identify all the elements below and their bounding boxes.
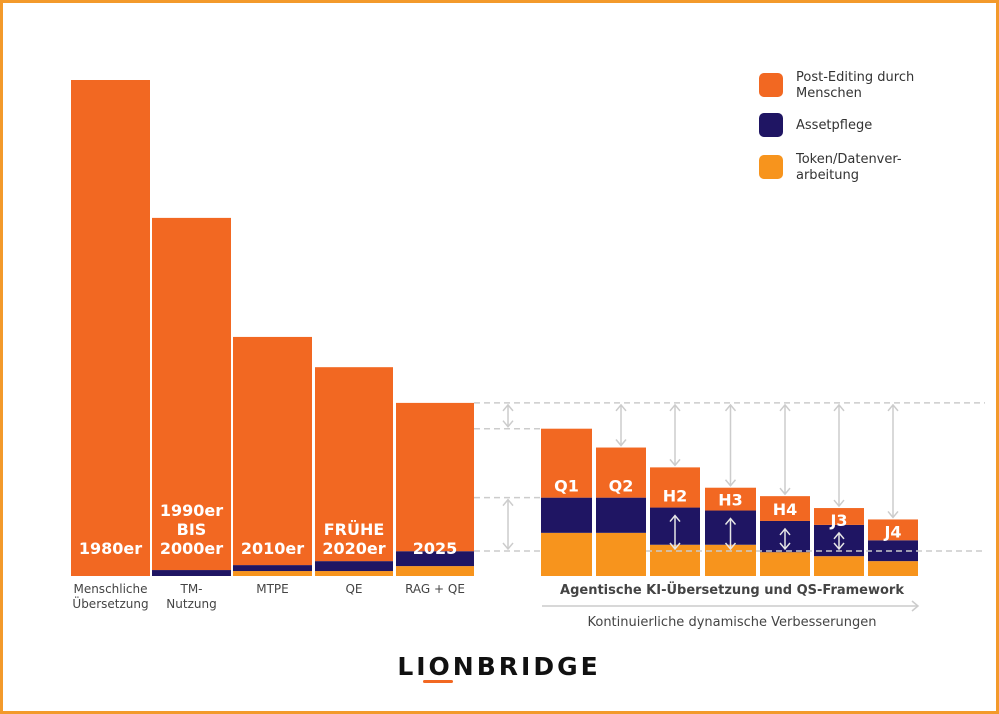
bar-segment-token	[814, 556, 864, 576]
bar-segment-post-editing	[233, 336, 312, 566]
bar-segment-asset	[315, 561, 393, 572]
bar-label: J3	[829, 511, 847, 530]
arrow-head-down	[502, 420, 514, 428]
bar-segment-token	[396, 566, 474, 576]
bar-label: 2010er	[241, 539, 304, 558]
legend-label: Token/Datenver-	[795, 152, 902, 167]
arrow-head-down	[779, 487, 791, 496]
arrow-head-down	[724, 542, 737, 551]
arrow-head-down	[724, 479, 737, 487]
bar-label: J4	[883, 522, 901, 541]
bar-segment-token	[596, 532, 646, 576]
overlay-guides	[646, 514, 985, 552]
guide-lines	[474, 402, 985, 552]
legend-swatch	[759, 73, 783, 97]
legend-label: Assetpflege	[796, 118, 872, 133]
bar-segment-asset	[541, 497, 592, 533]
bar-label: H2	[663, 487, 688, 506]
bar-segment-post-editing	[814, 508, 864, 525]
bar-segment-token	[315, 571, 393, 576]
bar-segment-post-editing	[868, 519, 918, 541]
arrow-head-down	[833, 542, 845, 551]
bar-segment-asset	[596, 497, 646, 533]
arrow-head-down	[502, 542, 514, 551]
arrow-head-up	[833, 531, 845, 540]
bar-label: 1980er	[79, 539, 142, 558]
logo-underline	[423, 680, 453, 683]
group-label: Agentische KI-Übersetzung und QS-Framewo…	[560, 582, 904, 598]
arrow-head-down	[833, 499, 845, 508]
arrow-head-up	[779, 527, 791, 536]
bar-label: Q1	[554, 477, 579, 496]
bar-label: 2020er	[322, 539, 385, 558]
bar-label: 1990er	[160, 501, 223, 520]
arrow-label: Kontinuierliche dynamische Verbesserunge…	[587, 615, 876, 630]
category-label: TM-	[179, 582, 202, 596]
bar-segment-post-editing	[705, 487, 756, 511]
bar-segment-token	[760, 552, 810, 576]
legend-swatch	[759, 155, 783, 179]
bar-segment-token	[541, 532, 592, 576]
legend-label: Post-Editing durch	[796, 70, 914, 85]
bar-segment-post-editing	[596, 447, 646, 498]
arrow-head-down	[615, 439, 627, 447]
arrow-head-down	[669, 458, 681, 467]
arrow-head-up	[615, 403, 627, 412]
arrow-head-up	[502, 403, 514, 412]
bar-segment-post-editing	[315, 367, 393, 562]
arrow-head-up	[887, 403, 899, 412]
bar-label: H4	[773, 500, 798, 519]
category-label: Übersetzung	[72, 595, 148, 611]
lionbridge-logo: LIONBRIDGE	[397, 652, 600, 683]
category-label: Menschliche	[73, 582, 147, 596]
category-label: Nutzung	[166, 597, 216, 611]
bar-segment-post-editing	[760, 496, 810, 521]
bar-label: FRÜHE	[324, 520, 385, 539]
bar-segment-asset	[868, 540, 918, 562]
legend-swatch	[759, 113, 783, 137]
bar-label: Q2	[609, 477, 634, 496]
bar-segment-post-editing	[541, 428, 592, 498]
legend-label: Menschen	[796, 86, 862, 101]
bar-label: BIS	[177, 520, 207, 539]
progress-arrow-head	[911, 600, 920, 612]
arrow-head-up	[779, 403, 791, 412]
bar-label: 2000er	[160, 539, 223, 558]
arrow-head-up	[724, 517, 737, 526]
bar-segment-post-editing	[650, 467, 700, 508]
bar-label: H3	[718, 491, 743, 510]
bars	[71, 80, 918, 576]
arrow-head-up	[724, 403, 737, 412]
bar-segment-post-editing	[396, 402, 474, 552]
category-label: MTPE	[256, 582, 289, 596]
bar-segment-post-editing	[152, 217, 231, 571]
arrow-head-down	[779, 542, 791, 551]
bar-label: 2025	[413, 539, 458, 558]
bar-segment-token	[868, 561, 918, 576]
legend-label: arbeitung	[796, 168, 859, 183]
arrow-head-down	[669, 542, 681, 551]
bar-segment-asset	[396, 551, 474, 567]
category-label: RAG + QE	[405, 582, 465, 596]
bar-segment-asset	[233, 565, 312, 572]
bar-segment-asset	[152, 570, 231, 576]
arrow-head-up	[502, 498, 514, 507]
bar-segment-post-editing	[71, 80, 150, 576]
arrow-head-down	[887, 510, 899, 519]
category-label: QE	[345, 582, 362, 596]
logo-text: LIONBRIDGE	[397, 652, 600, 681]
arrow-head-up	[669, 514, 681, 523]
arrow-head-up	[833, 403, 845, 412]
arrow-head-up	[669, 403, 681, 412]
bar-segment-token	[233, 571, 312, 576]
